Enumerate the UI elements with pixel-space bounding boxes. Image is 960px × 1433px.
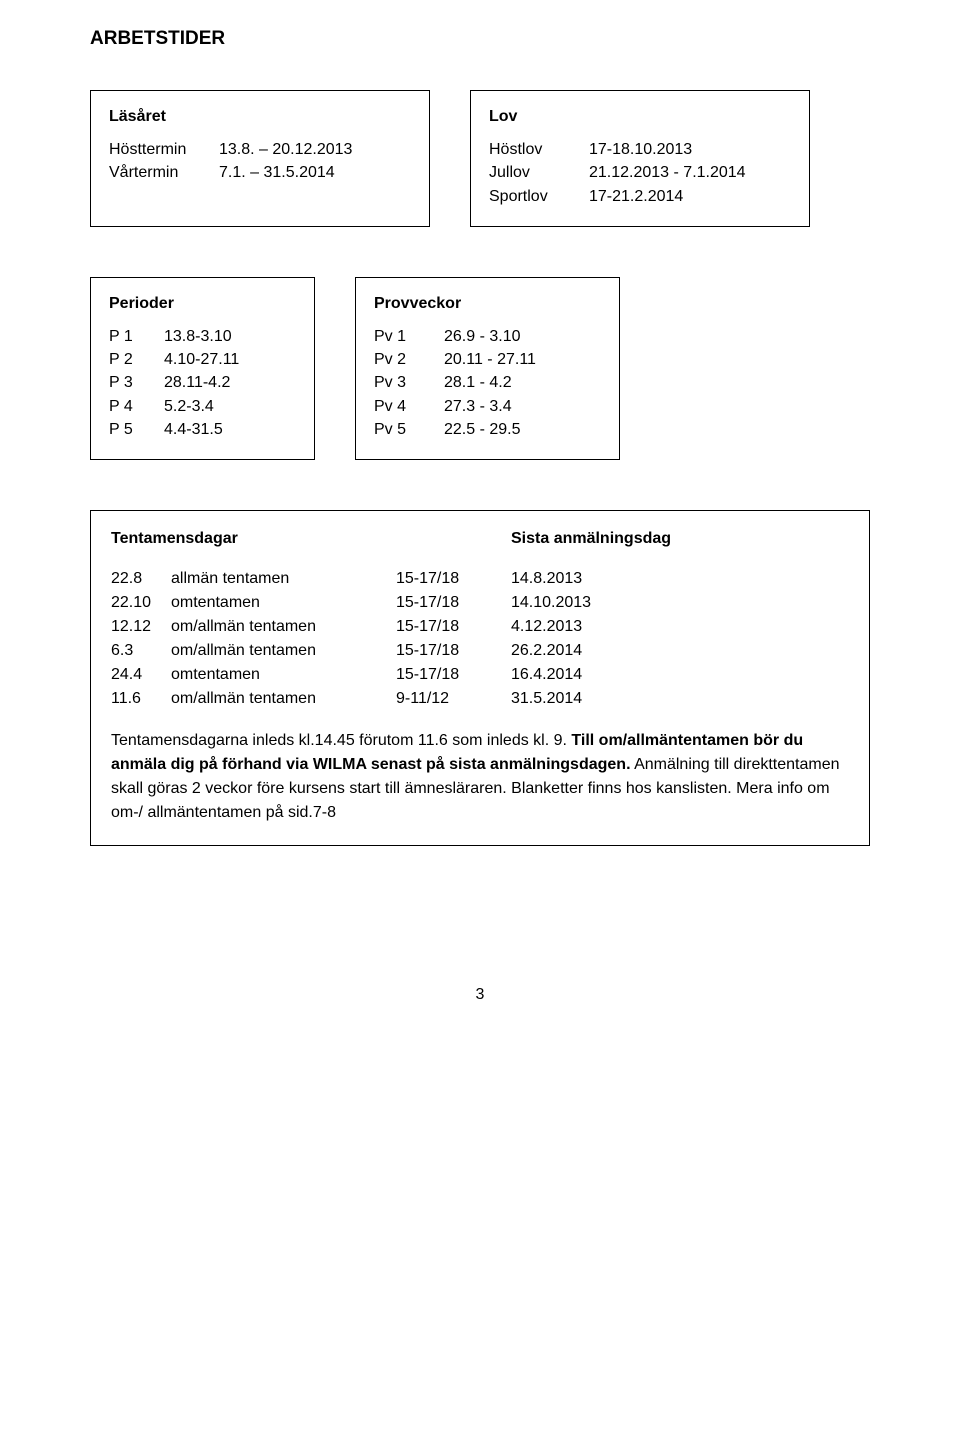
tentamens-c1: 24.4	[111, 663, 171, 687]
provveckor-val: 22.5 - 29.5	[444, 418, 521, 441]
tentamens-c4: 14.10.2013	[511, 591, 591, 615]
lasaret-key: Hösttermin	[109, 138, 219, 161]
tentamens-c4: 4.12.2013	[511, 615, 582, 639]
tentamens-c2: allmän tentamen	[171, 567, 396, 591]
perioder-key: P 2	[109, 348, 164, 371]
tentamens-c2: om/allmän tentamen	[171, 615, 396, 639]
tentamens-c4: 26.2.2014	[511, 639, 582, 663]
lov-key: Höstlov	[489, 138, 589, 161]
lov-title: Lov	[489, 105, 791, 128]
provveckor-rows: Pv 1 26.9 - 3.10 Pv 2 20.11 - 27.11 Pv 3…	[374, 325, 601, 441]
tentamens-head-left: Tentamensdagar	[111, 527, 511, 551]
lov-val: 17-21.2.2014	[589, 185, 683, 208]
lasaret-val: 7.1. – 31.5.2014	[219, 161, 335, 184]
tentamens-note: Tentamensdagarna inleds kl.14.45 förutom…	[111, 729, 849, 825]
tentamens-c1: 11.6	[111, 687, 171, 711]
tentamens-c2: om/allmän tentamen	[171, 639, 396, 663]
perioder-key: P 5	[109, 418, 164, 441]
tentamens-rows: 22.8 allmän tentamen 15-17/18 14.8.2013 …	[111, 567, 849, 711]
lov-key: Sportlov	[489, 185, 589, 208]
lov-rows: Höstlov 17-18.10.2013 Jullov 21.12.2013 …	[489, 138, 791, 208]
provveckor-key: Pv 2	[374, 348, 444, 371]
perioder-key: P 3	[109, 371, 164, 394]
tentamens-c1: 22.8	[111, 567, 171, 591]
tentamens-c4: 14.8.2013	[511, 567, 582, 591]
perioder-val: 13.8-3.10	[164, 325, 232, 348]
row-perioder-provveckor: Perioder P 1 13.8-3.10 P 2 4.10-27.11 P …	[90, 277, 870, 460]
tentamens-c1: 22.10	[111, 591, 171, 615]
provveckor-val: 28.1 - 4.2	[444, 371, 512, 394]
perioder-rows: P 1 13.8-3.10 P 2 4.10-27.11 P 3 28.11-4…	[109, 325, 296, 441]
provveckor-key: Pv 4	[374, 395, 444, 418]
perioder-val: 28.11-4.2	[164, 371, 230, 394]
tentamens-c4: 31.5.2014	[511, 687, 582, 711]
perioder-box: Perioder P 1 13.8-3.10 P 2 4.10-27.11 P …	[90, 277, 315, 460]
provveckor-val: 20.11 - 27.11	[444, 348, 536, 371]
perioder-val: 4.10-27.11	[164, 348, 239, 371]
tentamens-c3: 15-17/18	[396, 663, 511, 687]
page-number: 3	[90, 986, 870, 1004]
row-lasaret-lov: Läsåret Hösttermin 13.8. – 20.12.2013 Vå…	[90, 90, 870, 227]
perioder-key: P 4	[109, 395, 164, 418]
lasaret-rows: Hösttermin 13.8. – 20.12.2013 Vårtermin …	[109, 138, 411, 184]
tentamens-note-1: Tentamensdagarna inleds kl.14.45 förutom…	[111, 732, 571, 749]
lov-key: Jullov	[489, 161, 589, 184]
provveckor-title: Provveckor	[374, 292, 601, 315]
lasaret-box: Läsåret Hösttermin 13.8. – 20.12.2013 Vå…	[90, 90, 430, 227]
tentamens-c3: 15-17/18	[396, 639, 511, 663]
lasaret-val: 13.8. – 20.12.2013	[219, 138, 352, 161]
perioder-val: 5.2-3.4	[164, 395, 214, 418]
perioder-title: Perioder	[109, 292, 296, 315]
lov-box: Lov Höstlov 17-18.10.2013 Jullov 21.12.2…	[470, 90, 810, 227]
tentamens-c3: 15-17/18	[396, 615, 511, 639]
perioder-val: 4.4-31.5	[164, 418, 223, 441]
provveckor-val: 26.9 - 3.10	[444, 325, 521, 348]
provveckor-key: Pv 1	[374, 325, 444, 348]
tentamens-c4: 16.4.2014	[511, 663, 582, 687]
lasaret-key: Vårtermin	[109, 161, 219, 184]
lov-val: 17-18.10.2013	[589, 138, 692, 161]
tentamens-c2: omtentamen	[171, 663, 396, 687]
tentamens-head-right: Sista anmälningsdag	[511, 527, 671, 551]
perioder-key: P 1	[109, 325, 164, 348]
tentamens-c2: om/allmän tentamen	[171, 687, 396, 711]
provveckor-val: 27.3 - 3.4	[444, 395, 512, 418]
page-heading: ARBETSTIDER	[90, 28, 870, 50]
provveckor-key: Pv 5	[374, 418, 444, 441]
provveckor-box: Provveckor Pv 1 26.9 - 3.10 Pv 2 20.11 -…	[355, 277, 620, 460]
tentamens-head: Tentamensdagar Sista anmälningsdag	[111, 527, 849, 551]
provveckor-key: Pv 3	[374, 371, 444, 394]
lov-val: 21.12.2013 - 7.1.2014	[589, 161, 746, 184]
tentamens-c2: omtentamen	[171, 591, 396, 615]
tentamens-c3: 15-17/18	[396, 567, 511, 591]
tentamens-box: Tentamensdagar Sista anmälningsdag 22.8 …	[90, 510, 870, 846]
tentamens-c1: 12.12	[111, 615, 171, 639]
tentamens-c3: 9-11/12	[396, 687, 511, 711]
lasaret-title: Läsåret	[109, 105, 411, 128]
tentamens-c3: 15-17/18	[396, 591, 511, 615]
tentamens-c1: 6.3	[111, 639, 171, 663]
